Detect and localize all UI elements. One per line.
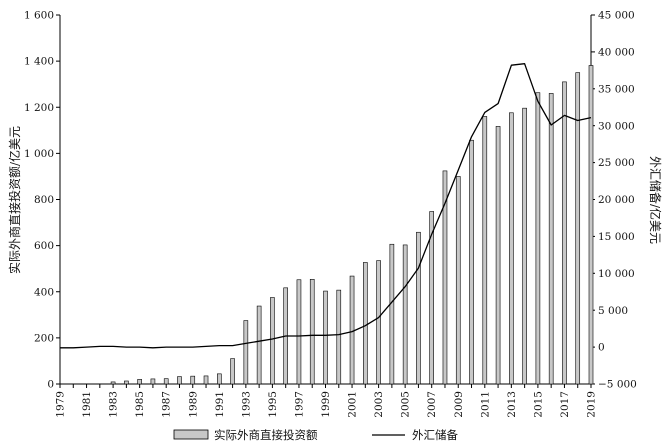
left-axis-tick-label: 600 [34, 240, 54, 252]
bar [124, 380, 129, 385]
right-axis-tick-label: 40 000 [598, 47, 635, 59]
legend-line-label: 外汇储备 [412, 428, 458, 442]
bar [416, 231, 421, 385]
right-axis-tick-label: 30 000 [598, 120, 635, 132]
bar [203, 375, 209, 385]
bar [137, 379, 142, 385]
bar [150, 378, 156, 385]
x-axis-tick-label: 2013 [506, 391, 518, 418]
bar [442, 170, 448, 385]
x-axis-tick-label: 2015 [532, 391, 544, 418]
reserves-line [60, 63, 592, 349]
left-axis-tick-label: 400 [34, 286, 54, 298]
bar [509, 112, 514, 385]
bar [309, 278, 315, 385]
bar [270, 297, 275, 385]
x-axis-tick-label: 1989 [187, 391, 199, 418]
bar [389, 243, 395, 385]
bar [217, 373, 222, 385]
x-axis-tick-label: 1983 [108, 391, 120, 418]
x-axis-tick-label: 2007 [426, 391, 438, 418]
x-axis-tick-label: 1995 [267, 391, 279, 418]
x-axis-tick-label: 2019 [586, 391, 598, 418]
bar [535, 92, 541, 385]
bar [323, 290, 328, 385]
right-axis-title: 外汇储备/亿美元 [648, 156, 663, 244]
left-axis-tick-label: 1 600 [24, 10, 54, 22]
x-axis-tick-label: 1979 [55, 391, 67, 418]
legend-bar-label: 实际外商直接投资额 [214, 428, 318, 442]
x-axis-tick-label: 2009 [453, 391, 465, 418]
legend-bar-swatch [173, 429, 209, 440]
bar [522, 107, 527, 385]
bar [376, 260, 381, 385]
bar [243, 320, 249, 385]
bar [296, 279, 302, 385]
right-axis-tick-label: −5 000 [598, 379, 637, 391]
bar [402, 244, 408, 385]
x-axis-tick-label: 1991 [214, 391, 226, 418]
left-axis-tick-label: 200 [34, 332, 54, 344]
x-axis-tick-label: 1985 [134, 391, 146, 418]
bar [177, 376, 182, 385]
right-axis-tick-label: 20 000 [598, 194, 635, 206]
x-axis-tick-label: 2011 [479, 391, 491, 418]
bar [588, 65, 594, 385]
bar [548, 93, 554, 385]
bar [429, 211, 435, 385]
bar [363, 262, 368, 385]
x-axis-tick-label: 2003 [373, 391, 385, 418]
bar [163, 378, 169, 385]
left-axis: 0 200 400 600 800 1 000 1 200 1 400 1 600 [24, 10, 61, 391]
legend: 实际外商直接投资额 外汇储备 [173, 428, 458, 442]
bar [230, 358, 235, 385]
bar [469, 139, 474, 385]
bar [482, 116, 488, 385]
x-axis-tick-label: 1997 [293, 391, 305, 418]
x-axis-tick-label: 2005 [400, 391, 412, 418]
left-axis-tick-label: 0 [47, 379, 54, 391]
line-series [60, 63, 592, 349]
left-axis-tick-label: 1 200 [24, 102, 54, 114]
right-axis-tick-label: 35 000 [598, 83, 635, 95]
bar [575, 72, 581, 385]
right-axis: −5 000 0 5 000 10 000 15 000 20 000 25 000 30 0… [590, 10, 637, 391]
bar [455, 176, 461, 385]
right-axis-tick-label: 25 000 [598, 157, 635, 169]
bars [110, 65, 594, 385]
bar [256, 305, 262, 385]
x-axis-tick-label: 2017 [559, 391, 571, 418]
x-axis-tick-label: 1987 [161, 391, 173, 418]
left-axis-tick-label: 1 000 [24, 148, 54, 160]
x-axis: 1979 1981 1983 1985 1987 1989 1991 1993 1995 1997… [55, 383, 598, 418]
bar [110, 381, 116, 385]
left-axis-tick-label: 800 [34, 194, 54, 206]
bar [190, 375, 196, 385]
right-axis-tick-label: 45 000 [598, 10, 635, 22]
bar [336, 289, 342, 385]
bar [349, 275, 355, 385]
right-axis-tick-label: 15 000 [598, 231, 635, 243]
bar [495, 126, 501, 385]
left-axis-title: 实际外商直接投资额/亿美元 [7, 126, 22, 274]
right-axis-tick-label: 5 000 [598, 305, 628, 317]
x-axis-tick-label: 1993 [240, 391, 252, 418]
right-axis-tick-label: 10 000 [598, 268, 635, 280]
bar [562, 81, 567, 385]
x-axis-tick-label: 1981 [81, 391, 93, 418]
right-axis-tick-label: 0 [598, 342, 605, 354]
left-axis-tick-label: 1 400 [24, 56, 54, 68]
x-axis-tick-label: 2001 [347, 391, 359, 418]
x-axis-tick-label: 1999 [320, 391, 332, 418]
